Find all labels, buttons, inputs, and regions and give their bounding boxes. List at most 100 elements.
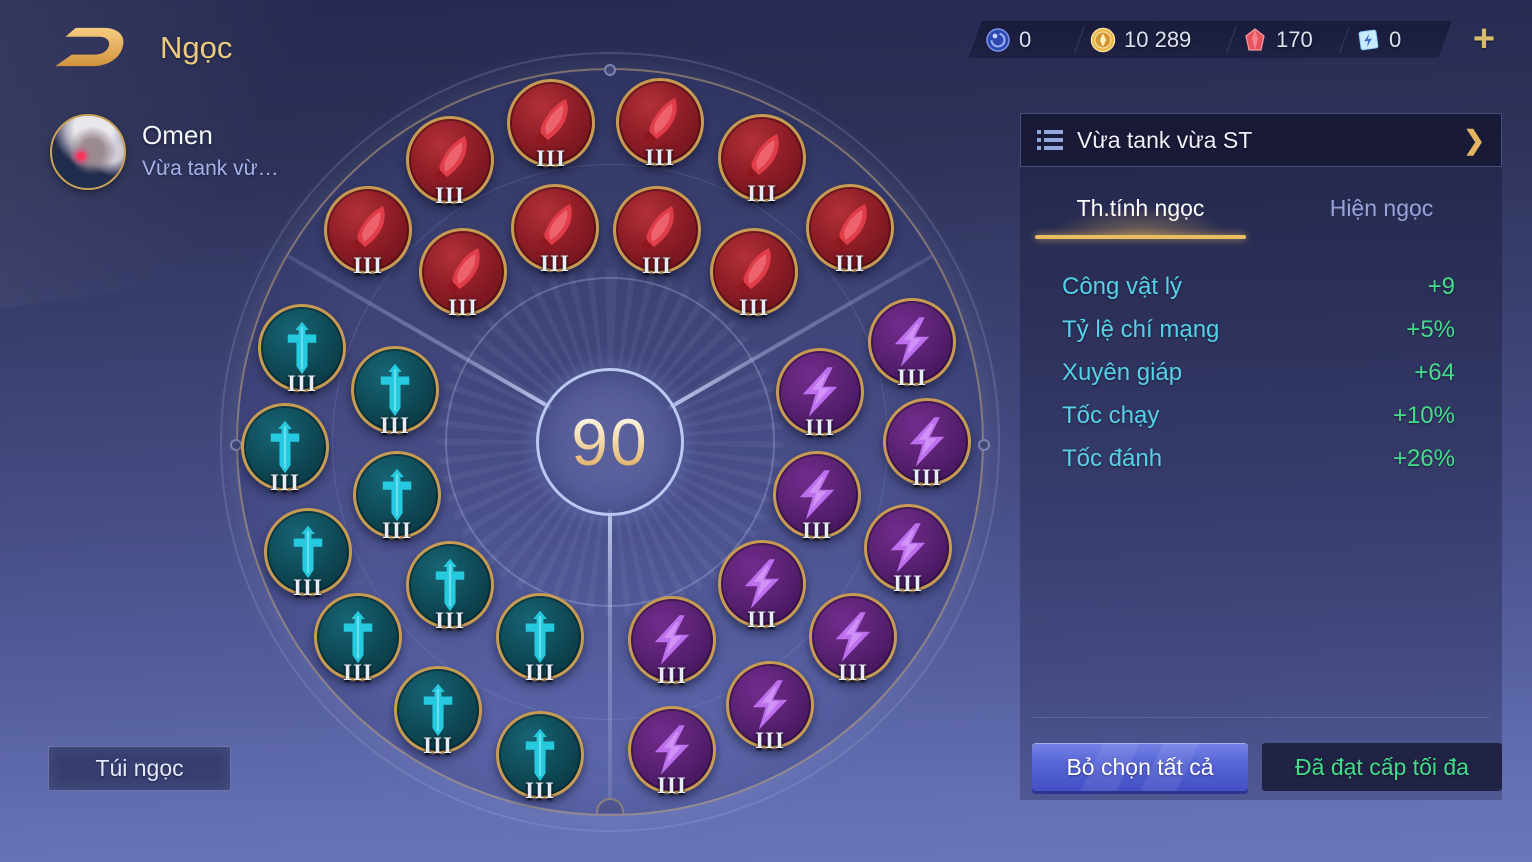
rune-purple[interactable]: III — [773, 451, 861, 543]
add-currency-button[interactable]: + — [1472, 18, 1496, 60]
rune-level-label: III — [435, 183, 465, 208]
stat-label: Tỷ lệ chí mạng — [1062, 315, 1220, 343]
back-button[interactable] — [50, 24, 132, 70]
rune-red[interactable]: III — [710, 228, 798, 320]
max-level-status: Đã đạt cấp tối đa — [1262, 743, 1502, 791]
rune-red[interactable]: III — [806, 184, 894, 276]
dagger-icon — [423, 683, 453, 737]
stat-label: Xuyên giáp — [1062, 358, 1183, 386]
rune-teal[interactable]: III — [353, 451, 441, 543]
panel-tabs: Th.tính ngọc Hiện ngọc — [1020, 177, 1502, 239]
rune-level-label: III — [805, 415, 835, 440]
rune-level-label: III — [739, 295, 769, 320]
rune-purple[interactable]: III — [628, 596, 716, 688]
sword-icon — [538, 204, 572, 252]
rune-teal[interactable]: III — [241, 403, 329, 495]
max-level-label: Đã đạt cấp tối đa — [1295, 753, 1469, 780]
rune-red[interactable]: III — [511, 184, 599, 276]
rune-level-label: III — [755, 728, 785, 753]
rune-teal[interactable]: III — [496, 711, 584, 803]
rune-wheel-hub: 90 — [536, 368, 684, 516]
deselect-all-button[interactable]: Bỏ chọn tất cả — [1032, 743, 1248, 791]
rune-teal[interactable]: III — [394, 666, 482, 758]
dagger-icon — [382, 468, 412, 522]
bolt-icon — [909, 417, 945, 467]
rune-red[interactable]: III — [613, 186, 701, 278]
rune-purple[interactable]: III — [864, 504, 952, 596]
rune-teal[interactable]: III — [258, 304, 346, 396]
hero-name: Omen — [142, 120, 213, 150]
rune-purple[interactable]: III — [776, 348, 864, 440]
bolt-icon — [654, 615, 690, 665]
stat-value: +9 — [1427, 272, 1455, 300]
rune-level-label: III — [382, 518, 412, 543]
rune-level-label: III — [525, 778, 555, 803]
rune-teal[interactable]: III — [314, 593, 402, 685]
preset-selector[interactable]: Vừa tank vừa ST ❯ — [1020, 113, 1502, 167]
rune-purple[interactable]: III — [726, 661, 814, 753]
rune-red[interactable]: III — [324, 186, 412, 278]
deselect-all-label: Bỏ chọn tất cả — [1066, 753, 1214, 780]
dagger-icon — [435, 558, 465, 612]
sword-icon — [534, 99, 568, 147]
tab-rune-stats[interactable]: Th.tính ngọc — [1020, 177, 1261, 239]
wheel-outer-ring — [220, 52, 1000, 832]
sword-icon — [643, 98, 677, 146]
gold-coin-icon — [1090, 27, 1116, 52]
dagger-icon — [270, 420, 300, 474]
dagger-icon — [343, 610, 373, 664]
tab-label: Hiện ngọc — [1329, 194, 1434, 221]
rune-red[interactable]: III — [507, 79, 595, 171]
rune-level-label: III — [353, 253, 383, 278]
list-icon — [1037, 130, 1063, 150]
stat-row: Tốc đánh +26% — [1062, 437, 1455, 480]
back-arrow-icon — [55, 27, 124, 67]
rune-red[interactable]: III — [718, 114, 806, 206]
tab-equipped-runes[interactable]: Hiện ngọc — [1261, 177, 1502, 239]
preset-title: Vừa tank vừa ST — [1077, 126, 1253, 153]
rune-purple[interactable]: III — [809, 593, 897, 685]
rune-teal[interactable]: III — [406, 541, 494, 633]
rune-level-label: III — [747, 181, 777, 206]
currency-item: 0 — [1345, 21, 1445, 58]
rune-level-label: III — [835, 251, 865, 276]
stat-row: Tốc chạy +10% — [1062, 394, 1455, 437]
currency-item: 170 — [1232, 21, 1345, 58]
rune-level-label: III — [897, 365, 927, 390]
dagger-icon — [287, 321, 317, 375]
stat-row: Tỷ lệ chí mạng +5% — [1062, 308, 1455, 351]
rune-level-label: III — [293, 575, 323, 600]
sector-divider — [608, 442, 612, 814]
sword-icon — [433, 136, 467, 184]
rune-level-label: III — [747, 607, 777, 632]
panel-divider — [1032, 717, 1490, 718]
rune-level-label: III — [657, 773, 687, 798]
wheel-node — [604, 64, 616, 76]
currency-value: 0 — [1389, 26, 1402, 52]
stat-value: +64 — [1414, 358, 1455, 386]
wheel-node — [978, 439, 990, 451]
rune-bag-label: Túi ngọc — [95, 755, 184, 781]
rune-red[interactable]: III — [616, 78, 704, 170]
sword-icon — [737, 248, 771, 296]
bolt-icon — [802, 367, 838, 417]
bolt-icon — [799, 470, 835, 520]
hero-avatar[interactable] — [50, 114, 126, 190]
rune-purple[interactable]: III — [628, 706, 716, 798]
rune-teal[interactable]: III — [264, 508, 352, 600]
rune-level-label: III — [657, 663, 687, 688]
rune-red[interactable]: III — [419, 228, 507, 320]
red-gem-icon — [1245, 27, 1265, 51]
rune-teal[interactable]: III — [496, 593, 584, 685]
rune-level-label: III — [287, 371, 317, 396]
dagger-icon — [525, 610, 555, 664]
rune-level-label: III — [893, 571, 923, 596]
rune-purple[interactable]: III — [718, 540, 806, 632]
rune-purple[interactable]: III — [883, 398, 971, 490]
rune-teal[interactable]: III — [351, 346, 439, 438]
rune-red[interactable]: III — [406, 116, 494, 208]
sword-icon — [640, 206, 674, 254]
rune-bag-button[interactable]: Túi ngọc — [48, 746, 231, 791]
sword-icon — [833, 204, 867, 252]
rune-purple[interactable]: III — [868, 298, 956, 390]
